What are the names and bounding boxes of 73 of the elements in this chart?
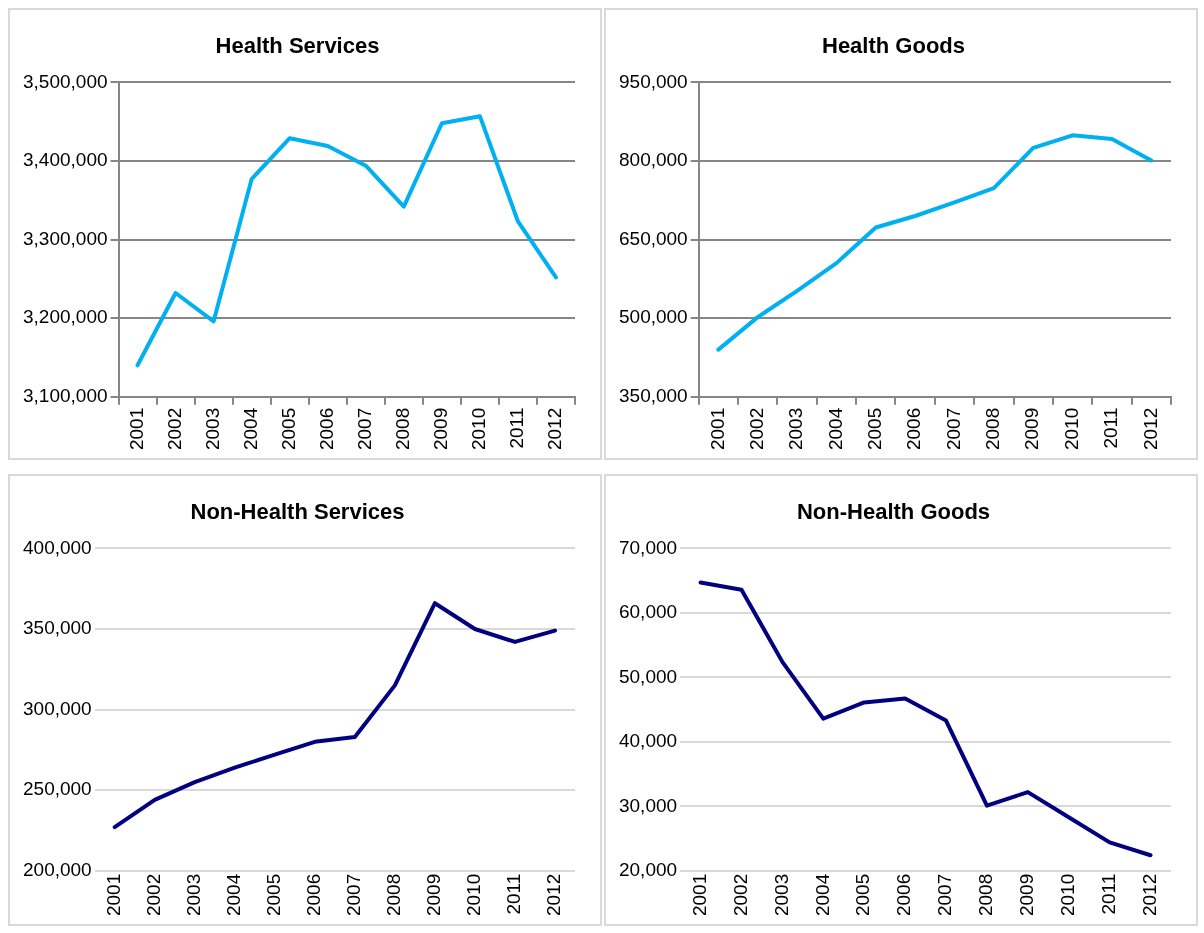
x-tick-label: 2009 <box>1021 407 1043 451</box>
x-tick-label: 2007 <box>343 873 365 917</box>
x-tick-label: 2001 <box>102 873 124 917</box>
y-tick-label: 70,000 <box>618 536 678 558</box>
x-tick-label: 2005 <box>277 407 299 451</box>
x-tick-label: 2011 <box>503 873 525 915</box>
y-tick-label: 400,000 <box>22 536 92 558</box>
y-tick-label: 50,000 <box>618 665 678 687</box>
x-tick-label: 2005 <box>852 873 874 917</box>
x-tick-label: 2012 <box>543 873 565 917</box>
x-tick-label: 2009 <box>430 407 452 451</box>
x-tick-label: 2002 <box>163 407 185 451</box>
x-tick-label: 2007 <box>354 407 376 451</box>
x-tick-label: 2003 <box>770 873 792 917</box>
y-tick-label: 650,000 <box>618 227 688 249</box>
y-tick-label: 3,300,000 <box>22 227 108 249</box>
x-tick-label: 2008 <box>982 407 1004 451</box>
y-tick-label: 350,000 <box>22 617 92 639</box>
y-tick-label: 20,000 <box>618 858 678 880</box>
x-tick-label: 2011 <box>506 407 528 449</box>
y-tick-label: 3,400,000 <box>22 149 108 171</box>
x-tick-label: 2001 <box>688 873 710 917</box>
y-tick-label: 950,000 <box>618 70 688 92</box>
x-tick-label: 2008 <box>392 407 414 451</box>
x-tick-label: 2012 <box>1139 407 1161 451</box>
y-tick-label: 500,000 <box>618 306 688 328</box>
x-tick-label: 2004 <box>824 407 846 451</box>
x-tick-label: 2011 <box>1100 407 1122 449</box>
x-tick-label: 2006 <box>893 873 915 917</box>
x-tick-label: 2003 <box>785 407 807 451</box>
x-tick-label: 2006 <box>903 407 925 451</box>
x-tick-label: 2003 <box>201 407 223 451</box>
y-tick-label: 300,000 <box>22 697 92 719</box>
x-tick-label: 2012 <box>1138 873 1160 917</box>
x-tick-label: 2002 <box>142 873 164 917</box>
x-tick-label: 2002 <box>729 873 751 917</box>
x-tick-label: 2004 <box>811 873 833 917</box>
x-tick-label: 2005 <box>864 407 886 451</box>
x-tick-label: 2007 <box>942 407 964 451</box>
x-tick-label: 2009 <box>423 873 445 917</box>
y-tick-label: 30,000 <box>618 794 678 816</box>
x-tick-label: 2010 <box>463 873 485 917</box>
x-tick-label: 2003 <box>182 873 204 917</box>
x-tick-label: 2004 <box>223 873 245 917</box>
x-tick-label: 2010 <box>468 407 490 451</box>
y-tick-label: 350,000 <box>618 384 688 406</box>
y-tick-label: 60,000 <box>618 601 678 623</box>
x-tick-label: 2004 <box>239 407 261 451</box>
x-tick-label: 2009 <box>1016 873 1038 917</box>
x-tick-label: 2005 <box>263 873 285 917</box>
y-tick-label: 200,000 <box>22 858 92 880</box>
chart-title: Health Services <box>215 33 380 59</box>
x-tick-label: 2010 <box>1056 873 1078 917</box>
x-tick-label: 2006 <box>315 407 337 451</box>
y-tick-label: 3,500,000 <box>22 70 108 92</box>
y-tick-label: 3,100,000 <box>22 384 108 406</box>
x-tick-label: 2006 <box>303 873 325 917</box>
y-tick-label: 3,200,000 <box>22 306 108 328</box>
x-tick-label: 2011 <box>1097 873 1119 915</box>
x-tick-label: 2008 <box>975 873 997 917</box>
x-tick-label: 2002 <box>745 407 767 451</box>
x-tick-label: 2007 <box>934 873 956 917</box>
x-tick-label: 2008 <box>383 873 405 917</box>
chart-title: Non-Health Goods <box>796 499 991 525</box>
y-tick-label: 250,000 <box>22 778 92 800</box>
x-tick-label: 2001 <box>706 407 728 451</box>
chart-title: Non-Health Services <box>190 499 405 525</box>
y-tick-label: 40,000 <box>618 730 678 752</box>
x-tick-label: 2010 <box>1060 407 1082 451</box>
x-tick-label: 2001 <box>125 407 147 451</box>
x-tick-label: 2012 <box>544 407 566 451</box>
y-tick-label: 800,000 <box>618 149 688 171</box>
chart-title: Health Goods <box>821 33 966 59</box>
